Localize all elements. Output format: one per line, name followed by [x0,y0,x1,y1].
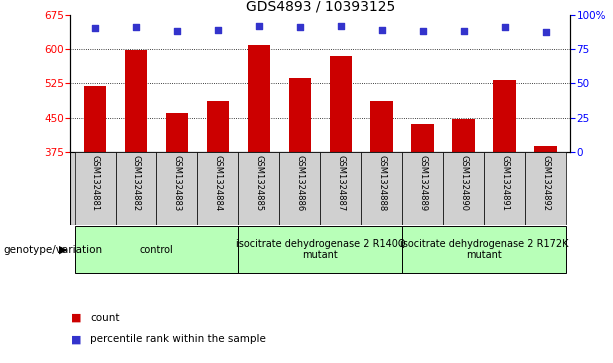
Bar [484,152,525,225]
Bar [493,80,516,152]
Point [90,25,100,31]
Point [295,24,305,30]
Text: percentile rank within the sample: percentile rank within the sample [90,334,266,344]
Bar [115,152,156,225]
Bar [321,152,361,225]
Bar [84,86,106,152]
Bar [125,50,147,152]
Bar [452,119,475,152]
Bar [197,152,238,225]
Bar [443,152,484,225]
Bar [248,45,270,152]
Text: GSM1324888: GSM1324888 [377,155,386,211]
Bar [280,152,321,225]
Bar [370,101,393,152]
Text: genotype/variation: genotype/variation [3,245,102,254]
Point [213,27,223,33]
Text: GSM1324884: GSM1324884 [213,155,223,211]
Text: isocitrate dehydrogenase 2 R172K
mutant: isocitrate dehydrogenase 2 R172K mutant [400,239,568,260]
Text: count: count [90,313,120,323]
Text: ■: ■ [70,334,81,344]
Bar [238,152,280,225]
Bar [75,226,238,273]
Bar [402,152,443,225]
Bar [166,113,188,152]
Text: GSM1324881: GSM1324881 [91,155,99,211]
Bar [525,152,566,225]
Point [500,24,509,30]
Text: GSM1324882: GSM1324882 [132,155,140,211]
Text: GSM1324886: GSM1324886 [295,155,304,211]
Bar [402,226,566,273]
Point [131,24,141,30]
Text: GSM1324883: GSM1324883 [172,155,181,211]
Text: isocitrate dehydrogenase 2 R140Q
mutant: isocitrate dehydrogenase 2 R140Q mutant [235,239,405,260]
Bar [411,124,434,152]
Text: GSM1324891: GSM1324891 [500,155,509,211]
Point [172,28,182,34]
Text: GSM1324889: GSM1324889 [418,155,427,211]
Point [418,28,428,34]
Bar [207,101,229,152]
Bar [535,146,557,152]
Bar [361,152,402,225]
Point [459,28,468,34]
Point [254,23,264,28]
Text: ▶: ▶ [59,245,67,254]
Point [336,23,346,28]
Text: GSM1324887: GSM1324887 [337,155,345,211]
Bar [156,152,197,225]
Bar [75,152,115,225]
Text: GSM1324885: GSM1324885 [254,155,264,211]
Text: GSM1324892: GSM1324892 [541,155,550,211]
Text: control: control [140,245,173,254]
Title: GDS4893 / 10393125: GDS4893 / 10393125 [246,0,395,13]
Point [541,29,550,35]
Bar [238,226,402,273]
Bar [289,78,311,152]
Bar [330,56,352,152]
Text: ■: ■ [70,313,81,323]
Text: GSM1324890: GSM1324890 [459,155,468,211]
Point [377,27,387,33]
